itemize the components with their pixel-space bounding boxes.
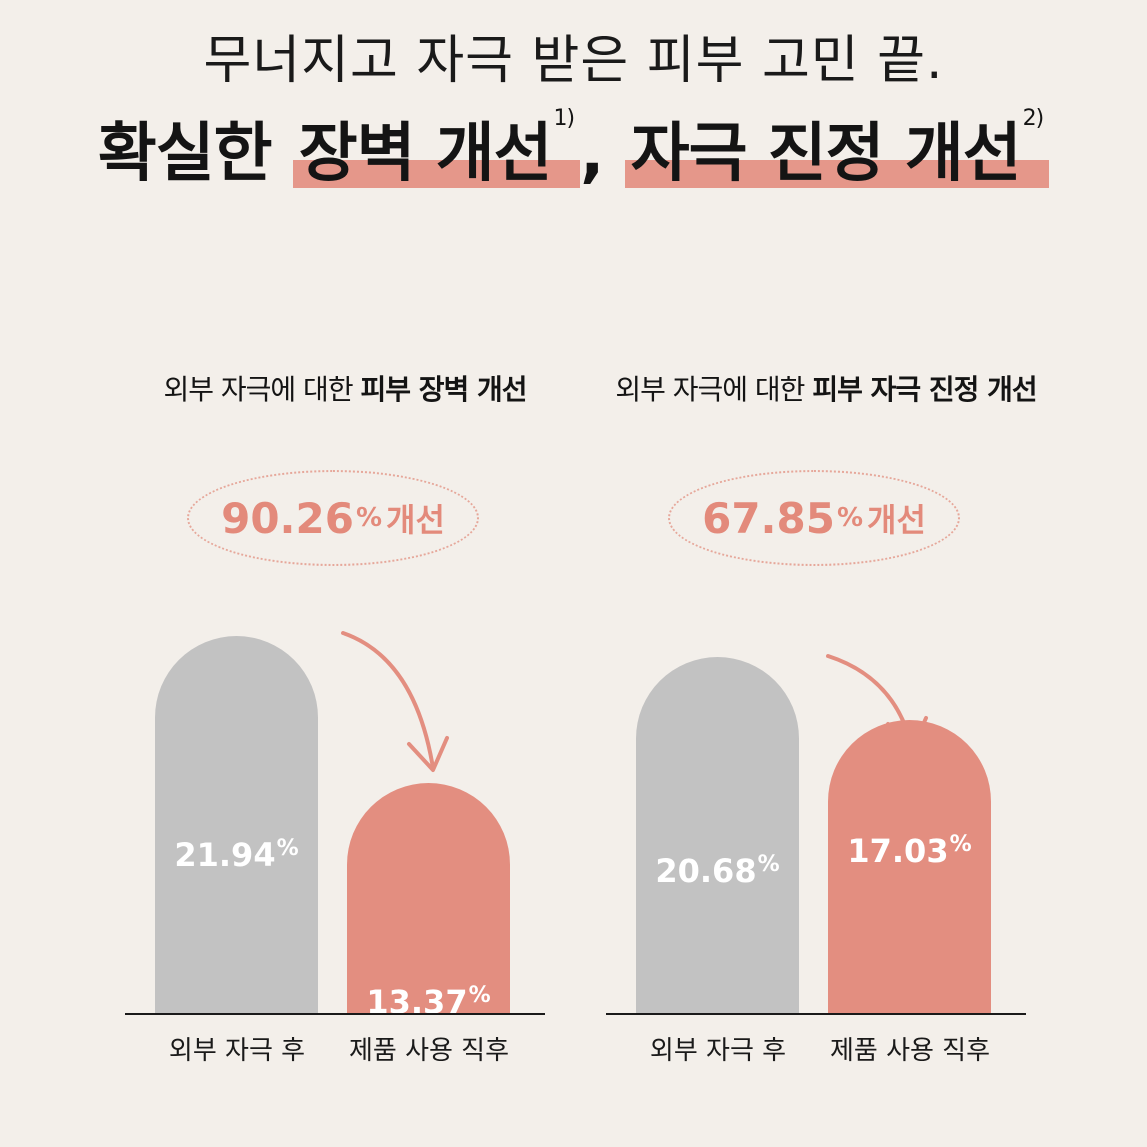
chart-barrier: 외부 자극에 대한 피부 장벽 개선 90.26% 개선 21.94% 13.37… bbox=[115, 340, 575, 1080]
x-label-after: 제품 사용 직후 bbox=[348, 1036, 510, 1066]
improvement-unit: % bbox=[836, 503, 864, 533]
improvement-label: 개선 bbox=[867, 501, 926, 539]
bar-after: 17.03% bbox=[828, 720, 991, 1013]
x-label-after: 제품 사용 직후 bbox=[829, 1036, 991, 1066]
improvement-label: 개선 bbox=[386, 501, 445, 539]
bar-unit: % bbox=[949, 832, 972, 857]
bar-value: 21.94 bbox=[174, 836, 276, 874]
improvement-value: 67.85 bbox=[702, 493, 835, 543]
bar-after: 13.37% bbox=[347, 783, 510, 1021]
chart-title-prefix: 외부 자극에 대한 bbox=[615, 373, 813, 406]
improvement-badge: 67.85% 개선 bbox=[668, 470, 960, 566]
headline-line1: 무너지고 자극 받은 피부 고민 끝. bbox=[203, 31, 944, 91]
chart-title: 외부 자극에 대한 피부 자극 진정 개선 bbox=[596, 368, 1056, 408]
x-label-before: 외부 자극 후 bbox=[649, 1036, 787, 1066]
footnote-1: 1) bbox=[553, 106, 576, 131]
headline-highlight-soothing: 자극 진정 개선2) bbox=[624, 106, 1050, 191]
chart-soothing: 외부 자극에 대한 피부 자극 진정 개선 67.85% 개선 20.68% 17… bbox=[596, 340, 1056, 1080]
chart-title-prefix: 외부 자극에 대한 bbox=[163, 373, 361, 406]
bar-before: 20.68% bbox=[636, 657, 799, 1013]
headline-line2: 확실한 장벽 개선1), 자극 진정 개선2) bbox=[0, 102, 1147, 194]
chart-title-bold: 피부 자극 진정 개선 bbox=[812, 373, 1037, 406]
improvement-value: 90.26 bbox=[221, 493, 354, 543]
footnote-2: 2) bbox=[1022, 106, 1045, 131]
bar-value: 20.68 bbox=[655, 852, 757, 890]
headline-comma: , bbox=[580, 117, 625, 191]
bar-value: 13.37 bbox=[366, 983, 468, 1021]
bar-before: 21.94% bbox=[155, 636, 318, 1013]
chart-baseline bbox=[606, 1013, 1026, 1015]
headline-highlight-soothing-text: 자극 진정 개선 bbox=[630, 117, 1022, 191]
x-label-before: 외부 자극 후 bbox=[168, 1036, 306, 1066]
decrease-arrow-icon bbox=[341, 631, 449, 772]
improvement-badge: 90.26% 개선 bbox=[187, 470, 479, 566]
improvement-unit: % bbox=[355, 503, 383, 533]
headline-prefix: 확실한 bbox=[97, 117, 293, 191]
headline-highlight-barrier-text: 장벽 개선 bbox=[298, 117, 553, 191]
bar-value: 17.03 bbox=[847, 832, 949, 870]
chart-baseline bbox=[125, 1013, 545, 1015]
bar-unit: % bbox=[276, 836, 299, 861]
bar-unit: % bbox=[468, 983, 491, 1008]
chart-title-bold: 피부 장벽 개선 bbox=[360, 373, 527, 406]
headline-highlight-barrier: 장벽 개선1) bbox=[292, 106, 581, 191]
chart-title: 외부 자극에 대한 피부 장벽 개선 bbox=[115, 368, 575, 408]
bar-unit: % bbox=[757, 852, 780, 877]
